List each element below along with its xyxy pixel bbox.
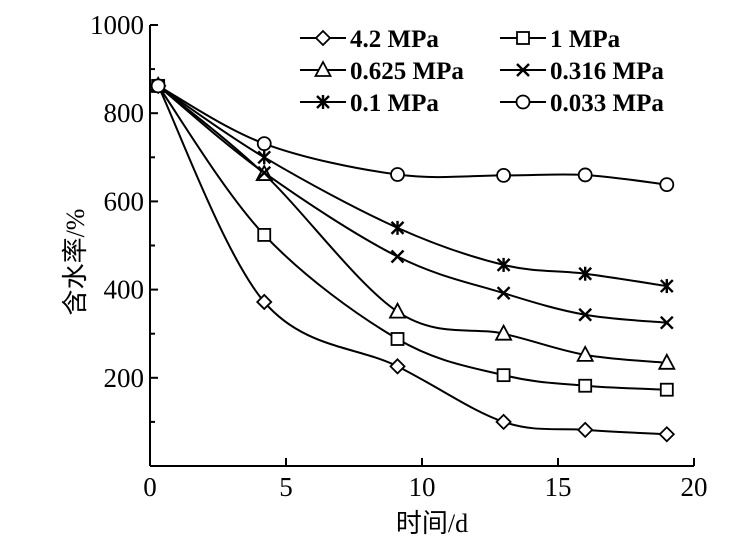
legend-marker <box>313 60 333 77</box>
legend-label: 0.316 MPa <box>550 58 664 85</box>
legend-label: 4.2 MPa <box>350 26 439 53</box>
y-tick-label: 400 <box>104 275 145 305</box>
y-tick-label: 200 <box>104 363 145 393</box>
data-point <box>659 177 675 193</box>
data-point <box>578 266 593 281</box>
y-tick-label: 1000 <box>90 10 144 40</box>
data-point <box>390 167 405 182</box>
x-tick-label: 0 <box>143 472 157 502</box>
data-point <box>578 307 593 322</box>
data-point <box>657 352 676 370</box>
legend-item: 0.033 MPa <box>500 90 664 117</box>
legend-marker <box>316 95 330 109</box>
legend-label: 0.625 MPa <box>350 58 464 85</box>
x-tick-label: 5 <box>279 472 293 502</box>
data-point <box>658 425 676 443</box>
data-point <box>390 220 405 235</box>
x-axis-title: 时间/d <box>396 509 468 538</box>
plot-series <box>149 75 676 443</box>
data-point <box>390 249 405 264</box>
series-line <box>157 85 667 324</box>
x-tick-label: 15 <box>545 472 572 502</box>
data-point <box>496 368 511 383</box>
x-tick-label: 20 <box>681 472 708 502</box>
data-point <box>495 413 512 431</box>
data-point <box>578 378 593 393</box>
data-point <box>659 382 674 397</box>
legend-label: 0.1 MPa <box>350 90 439 117</box>
series-1-mpa <box>151 78 674 397</box>
data-point <box>577 167 593 183</box>
data-point <box>659 315 674 330</box>
data-point <box>257 228 272 242</box>
legend-item: 0.1 MPa <box>300 90 439 117</box>
legend-marker <box>314 29 332 47</box>
legend-item: 0.625 MPa <box>300 58 464 85</box>
data-point <box>389 358 406 375</box>
legend-label: 1 MPa <box>550 26 621 53</box>
series-0-033-mpa <box>150 78 675 193</box>
legend-item: 0.316 MPa <box>500 58 664 85</box>
series-0-316-mpa <box>151 79 674 330</box>
data-point <box>257 150 272 165</box>
y-tick-label: 600 <box>104 186 145 216</box>
data-point <box>255 293 273 311</box>
data-point <box>659 279 674 294</box>
data-point <box>388 301 407 319</box>
data-point <box>496 286 511 300</box>
series-line <box>157 85 667 391</box>
legend: 4.2 MPa 1 MPa 0.625 MPa 0.316 MPa 0.1 MPa 0.0… <box>300 26 664 117</box>
legend-label: 0.033 MPa <box>550 90 664 117</box>
data-point <box>576 421 594 439</box>
data-point <box>150 78 166 94</box>
data-point <box>256 136 272 152</box>
legend-marker <box>516 63 530 77</box>
data-point <box>496 167 512 183</box>
x-tick-label: 10 <box>409 472 436 502</box>
y-tick-label: 800 <box>104 98 145 128</box>
legend-item: 4.2 MPa <box>300 26 439 53</box>
axes: 0 5 10 15 20 200 400 600 800 1000 <box>90 10 708 502</box>
data-point <box>390 332 405 346</box>
data-point <box>257 165 272 180</box>
data-point <box>576 344 595 362</box>
series-0-625-mpa <box>149 75 676 370</box>
legend-marker <box>515 94 531 110</box>
data-point <box>494 323 513 341</box>
legend-marker <box>516 31 530 45</box>
legend-item: 1 MPa <box>500 26 621 53</box>
y-axis-title: 含水率/% <box>61 209 90 316</box>
data-point <box>496 257 511 272</box>
